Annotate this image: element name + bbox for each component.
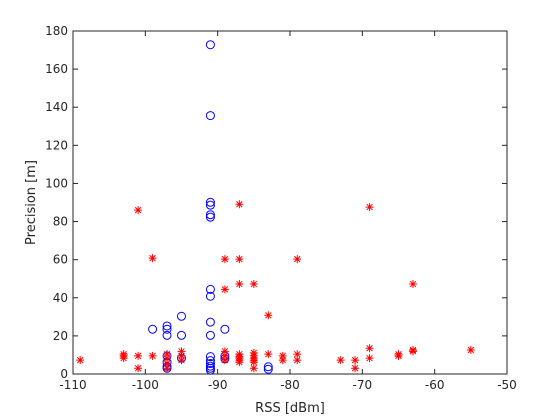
x-axis-label: RSS [dBm] (255, 401, 325, 416)
data-point-circle (205, 40, 215, 50)
y-axis-label: Precision [m] (24, 160, 39, 245)
data-point-asterisk (336, 356, 345, 365)
data-point-asterisk (293, 255, 302, 264)
y-tick-label: 140 (45, 100, 68, 114)
data-point-asterisk (220, 285, 229, 294)
data-point-circle (205, 212, 215, 222)
data-point-asterisk (220, 356, 229, 365)
data-point-asterisk (235, 280, 244, 289)
data-point-asterisk (220, 255, 229, 264)
data-point-asterisk (134, 351, 143, 360)
data-point-circle (205, 291, 215, 301)
y-tick-label: 120 (45, 138, 68, 152)
plot-area (73, 31, 507, 374)
data-point-circle (220, 324, 230, 334)
data-point-asterisk (134, 206, 143, 215)
x-tick-label: -100 (132, 378, 159, 392)
data-point-asterisk (351, 356, 360, 365)
data-point-asterisk (278, 356, 287, 365)
data-point-asterisk (148, 254, 157, 263)
y-tick-label: 40 (53, 291, 68, 305)
data-point-asterisk (220, 351, 229, 360)
y-tick-label: 20 (53, 329, 68, 343)
y-tick-label: 80 (53, 215, 68, 229)
data-point-asterisk (249, 280, 258, 289)
data-point-asterisk (163, 359, 172, 368)
data-point-asterisk (394, 351, 403, 360)
data-point-asterisk (278, 351, 287, 360)
x-tick-label: -80 (280, 378, 300, 392)
data-point-asterisk (134, 364, 143, 373)
data-point-circle (162, 330, 172, 340)
data-point-asterisk (119, 354, 128, 363)
data-point-asterisk (249, 358, 258, 367)
data-point-asterisk (264, 311, 273, 320)
data-point-asterisk (466, 345, 475, 354)
data-point-circle (205, 317, 215, 327)
data-point-asterisk (365, 203, 374, 212)
data-point-circle (263, 364, 273, 374)
data-point-asterisk (235, 200, 244, 209)
data-point-asterisk (293, 356, 302, 365)
y-tick-label: 60 (53, 253, 68, 267)
y-tick-label: 180 (45, 24, 68, 38)
data-point-asterisk (235, 358, 244, 367)
y-tick-label: 100 (45, 176, 68, 190)
data-point-asterisk (365, 354, 374, 363)
y-tick-label: 160 (45, 62, 68, 76)
data-point-asterisk (163, 350, 172, 359)
data-point-asterisk (163, 354, 172, 363)
data-points-layer (76, 40, 475, 375)
data-point-circle (148, 324, 158, 334)
data-point-asterisk (365, 344, 374, 353)
data-point-circle (205, 352, 215, 362)
x-tick-label: -90 (208, 378, 228, 392)
data-point-asterisk (235, 255, 244, 264)
x-tick-label: -110 (59, 378, 86, 392)
plot-frame (72, 30, 508, 375)
data-point-circle (177, 330, 186, 340)
data-point-asterisk (220, 347, 229, 356)
data-point-asterisk (163, 364, 172, 373)
x-tick-label: -70 (353, 378, 373, 392)
data-point-circle (205, 200, 215, 210)
data-point-circle (263, 362, 273, 372)
data-point-asterisk (293, 350, 302, 359)
data-point-asterisk (76, 356, 85, 365)
x-tick-label: -60 (425, 378, 445, 392)
data-point-asterisk (264, 350, 273, 359)
data-point-circle (205, 284, 215, 294)
data-point-asterisk (351, 364, 360, 373)
data-point-circle (177, 311, 186, 321)
x-tick-label: -50 (497, 378, 517, 392)
data-point-circle (205, 359, 215, 369)
data-point-circle (205, 361, 215, 371)
data-point-asterisk (148, 351, 157, 360)
data-point-asterisk (408, 280, 417, 289)
data-point-asterisk (177, 356, 186, 365)
y-tick-label: 0 (60, 367, 68, 381)
data-point-circle (162, 321, 172, 331)
data-point-asterisk (177, 347, 186, 356)
data-point-circle (205, 111, 215, 121)
data-point-asterisk (249, 364, 258, 373)
data-point-circle (162, 324, 172, 334)
tick-labels-layer: -110 -100 -90 -80 -70 -60 -50 0 20 40 60 80 100 120 14… (45, 24, 517, 392)
data-point-circle (205, 210, 215, 220)
data-point-circle (205, 330, 215, 340)
data-point-asterisk (177, 351, 186, 360)
data-point-circle (205, 197, 215, 207)
data-point-asterisk (408, 347, 417, 356)
